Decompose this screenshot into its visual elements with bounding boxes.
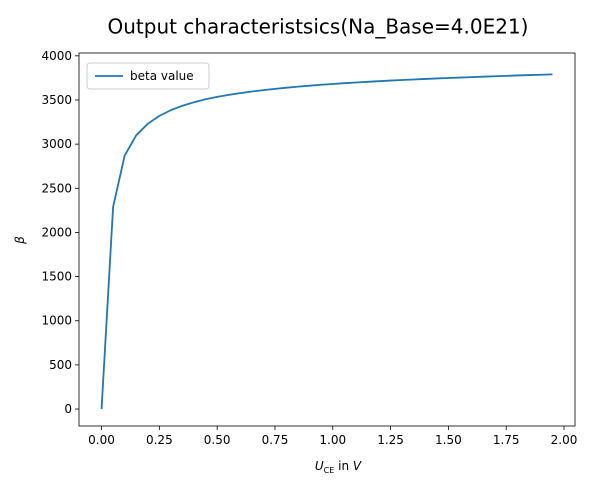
data-point xyxy=(286,87,288,89)
x-tick-label: 0.00 xyxy=(88,433,115,447)
x-axis-label-subscript: CE xyxy=(324,466,335,475)
data-point xyxy=(158,115,160,117)
data-point xyxy=(494,75,496,77)
y-tick-label: 500 xyxy=(49,358,72,372)
data-point xyxy=(309,85,311,87)
data-point xyxy=(390,80,392,82)
y-tick-label: 3500 xyxy=(41,93,72,107)
data-point xyxy=(459,77,461,79)
x-axis-label-in: in xyxy=(334,459,353,473)
data-point xyxy=(424,78,426,80)
data-point xyxy=(170,109,172,111)
data-point xyxy=(112,206,114,208)
x-tick-label: 1.00 xyxy=(319,433,346,447)
data-point xyxy=(436,77,438,79)
x-tick-label: 1.25 xyxy=(377,433,404,447)
series-layer xyxy=(100,73,553,410)
data-point xyxy=(135,134,137,136)
data-point xyxy=(551,73,553,75)
series-line-beta-value xyxy=(100,73,553,410)
data-point xyxy=(343,82,345,84)
data-point xyxy=(216,96,218,98)
data-point xyxy=(482,76,484,78)
y-tick-label: 3000 xyxy=(41,137,72,151)
y-tick-label: 4000 xyxy=(41,49,72,63)
data-point xyxy=(228,94,230,96)
data-point xyxy=(528,74,530,76)
x-tick-label: 2.00 xyxy=(551,433,578,447)
data-point xyxy=(297,86,299,88)
x-tick-label: 1.50 xyxy=(435,433,462,447)
data-point xyxy=(378,80,380,82)
axes-frame xyxy=(78,52,576,427)
data-point xyxy=(181,105,183,107)
data-point xyxy=(540,74,542,76)
data-point xyxy=(366,81,368,83)
data-point xyxy=(471,76,473,78)
data-point xyxy=(251,91,253,93)
data-point xyxy=(517,74,519,76)
y-tick-label: 1500 xyxy=(41,270,72,284)
data-point xyxy=(124,155,126,157)
data-point xyxy=(147,123,149,125)
y-axis-ticks: 0 500 1000 1500 2000 2500 3000 3500 4000 xyxy=(41,49,79,416)
data-point xyxy=(274,88,276,90)
x-tick-label: 0.75 xyxy=(262,433,289,447)
data-point xyxy=(262,89,264,91)
data-point xyxy=(101,408,103,410)
y-tick-label: 1000 xyxy=(41,314,72,328)
x-tick-label: 0.50 xyxy=(204,433,231,447)
legend: beta value xyxy=(86,62,210,90)
x-axis-label-unit: V xyxy=(353,459,362,473)
plot-area: 0.00 0.25 0.50 0.75 1.00 1.25 1.50 1.75 2.00 0 50… xyxy=(41,49,577,447)
data-point xyxy=(239,92,241,94)
data-point xyxy=(205,98,207,100)
legend-label: beta value xyxy=(130,69,194,83)
chart-title: Output characteristsics(Na_Base=4.0E21) xyxy=(108,15,529,39)
x-axis-ticks: 0.00 0.25 0.50 0.75 1.00 1.25 1.50 1.75 2.00 xyxy=(88,426,577,447)
legend-box xyxy=(86,62,210,90)
x-tick-label: 0.25 xyxy=(146,433,173,447)
y-tick-label: 2000 xyxy=(41,225,72,239)
data-point xyxy=(401,79,403,81)
x-axis-label: UCE in V xyxy=(315,459,362,475)
data-point xyxy=(505,75,507,77)
data-point xyxy=(193,101,195,103)
data-point xyxy=(413,78,415,80)
y-axis-label: β xyxy=(13,236,27,245)
data-point xyxy=(355,81,357,83)
x-tick-label: 1.75 xyxy=(493,433,520,447)
data-point xyxy=(332,83,334,85)
y-tick-label: 2500 xyxy=(41,181,72,195)
data-point xyxy=(320,84,322,86)
data-point xyxy=(447,77,449,79)
x-axis-label-variable: U xyxy=(315,459,324,473)
y-tick-label: 0 xyxy=(64,402,72,416)
